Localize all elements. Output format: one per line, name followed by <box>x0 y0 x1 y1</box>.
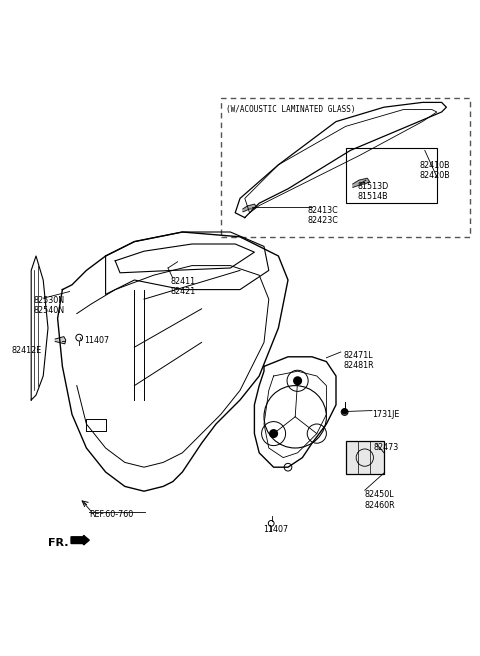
Polygon shape <box>243 204 257 212</box>
Polygon shape <box>55 337 66 344</box>
FancyArrow shape <box>71 535 89 545</box>
Text: 82530N
82540N: 82530N 82540N <box>34 296 65 316</box>
Text: 81513D
81514B: 81513D 81514B <box>358 182 389 201</box>
Circle shape <box>342 409 347 414</box>
Text: 82450L
82460R: 82450L 82460R <box>365 490 396 510</box>
Polygon shape <box>353 178 370 188</box>
Text: 82473: 82473 <box>374 443 399 452</box>
Text: 82411
82421: 82411 82421 <box>170 277 196 296</box>
Text: 1731JE: 1731JE <box>372 409 399 419</box>
Bar <box>221 98 470 237</box>
Text: 11407: 11407 <box>84 336 109 344</box>
Bar <box>346 148 437 203</box>
Text: (W/ACOUSTIC LAMINATED GLASS): (W/ACOUSTIC LAMINATED GLASS) <box>226 105 355 113</box>
Bar <box>346 441 384 474</box>
Text: REF.60-760: REF.60-760 <box>89 510 133 520</box>
Text: 82410B
82420B: 82410B 82420B <box>420 161 451 180</box>
Text: 82471L
82481R: 82471L 82481R <box>343 350 374 370</box>
Circle shape <box>294 377 301 384</box>
Circle shape <box>270 430 277 438</box>
Text: FR.: FR. <box>48 538 69 548</box>
Text: 82413C
82423C: 82413C 82423C <box>307 205 338 225</box>
Text: 82412E: 82412E <box>12 346 42 356</box>
Text: 11407: 11407 <box>263 525 288 534</box>
